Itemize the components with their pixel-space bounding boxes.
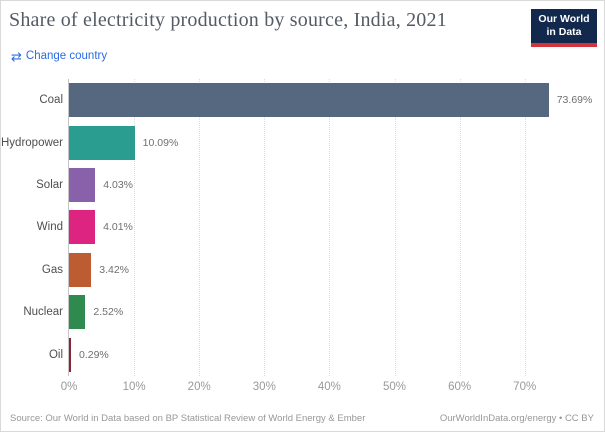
gridline-50 [394,79,396,376]
x-tick-label: 50% [382,381,407,393]
x-axis: 0% 10% 20% 30% 40% 50% 60% 70% [61,381,596,397]
source-note: Source: Our World in Data based on BP St… [10,413,366,424]
owid-logo-line1: Our World [538,13,590,25]
x-tick-label: 0% [60,381,78,393]
bar-oil[interactable] [69,337,71,372]
change-country-link[interactable]: ⇄ Change country [11,48,108,64]
bar-row-nuclear: Nuclear 2.52% [23,291,596,333]
gridline-60 [459,79,461,376]
value-label: 73.69% [556,94,593,107]
category-label: Nuclear [23,306,63,319]
bar-row-oil: Oil 0.29% [49,334,596,376]
x-tick-label: 20% [187,381,211,393]
value-label: 3.42% [99,263,130,276]
license-note[interactable]: OurWorldInData.org/energy • CC BY [439,413,594,424]
bar-row-gas: Gas 3.42% [42,249,596,291]
bar-row-hydropower: Hydropower 10.09% [1,121,596,163]
chart-title: Share of electricity production by sourc… [9,9,447,31]
bar-gas[interactable] [69,252,92,287]
x-tick-label: 10% [122,381,146,393]
x-tick-label: 70% [513,381,537,393]
value-label: 10.09% [142,136,179,149]
bar-nuclear[interactable] [69,295,86,330]
bar-solar[interactable] [69,168,96,203]
gridline-40 [329,79,331,376]
change-country-label: Change country [25,50,108,62]
swap-arrows-icon: ⇄ [11,48,22,64]
x-tick-label: 60% [448,381,472,393]
y-axis-line [68,79,69,376]
gridline-70 [524,79,526,376]
gridline-30 [264,79,266,376]
bar-rows: Coal 73.69% Hydropower 10.09% Solar 4.03… [1,79,596,376]
category-label: Oil [48,348,63,361]
gridline-10 [134,79,136,376]
value-label: 4.03% [103,179,134,192]
category-label: Gas [41,263,63,276]
bar-coal[interactable] [69,83,549,118]
bar-row-solar: Solar 4.03% [36,164,596,206]
gridline-20 [199,79,201,376]
category-label: Hydropower [1,136,63,149]
x-tick-label: 30% [252,381,276,393]
value-label: 2.52% [93,306,124,319]
owid-logo[interactable]: Our World in Data [531,9,597,47]
bar-hydropower[interactable] [69,125,135,160]
owid-logo-line2: in Data [546,26,582,38]
chart-footer: Source: Our World in Data based on BP St… [1,413,604,424]
bar-row-coal: Coal 73.69% [39,79,596,121]
bar-row-wind: Wind 4.01% [37,206,596,248]
bar-wind[interactable] [69,210,96,245]
plot-area: Coal 73.69% Hydropower 10.09% Solar 4.03… [1,79,596,376]
category-label: Coal [39,94,63,107]
x-tick-label: 40% [317,381,341,393]
category-label: Solar [36,179,63,192]
category-label: Wind [36,221,63,234]
value-label: 4.01% [103,221,133,234]
value-label: 0.29% [79,348,109,361]
